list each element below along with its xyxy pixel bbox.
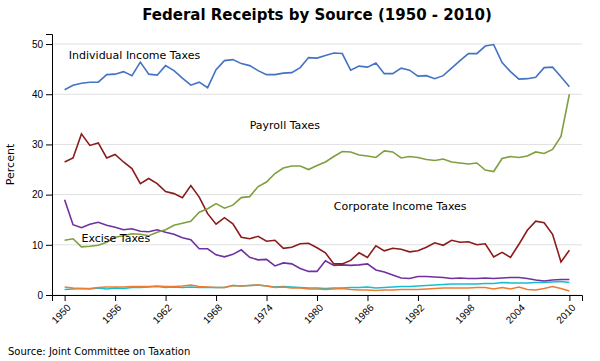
x-tick: 1986 (352, 295, 376, 326)
x-tick-label: 1986 (352, 302, 376, 326)
x-tick: 1974 (251, 295, 275, 326)
y-tick-label: 10 (32, 240, 44, 251)
x-tick: 1998 (453, 295, 477, 326)
y-tick: 30 (32, 139, 52, 150)
x-tick-label: 1974 (251, 302, 275, 326)
y-tick-mark (46, 245, 52, 246)
annotation: Individual Income Taxes (69, 49, 201, 62)
y-tick-mark (46, 295, 52, 296)
x-tick-mark (317, 295, 318, 301)
annotation: Excise Taxes (81, 232, 150, 245)
y-tick-label: 30 (32, 139, 44, 150)
grid-line (52, 94, 582, 95)
series-line (65, 94, 570, 247)
x-tick: 1968 (201, 295, 225, 326)
grid-line (52, 194, 582, 195)
x-tick-label: 1950 (49, 302, 73, 326)
y-tick-mark (46, 44, 52, 45)
y-tick: 10 (32, 240, 52, 251)
x-tick-mark (267, 295, 268, 301)
grid (52, 44, 582, 295)
series-line (65, 134, 570, 264)
plot: 1950195619621968197419801986199219982004… (32, 35, 583, 326)
y-axis-title: Percent (4, 143, 17, 185)
x-tick-mark (418, 295, 419, 301)
x-tick-mark (519, 295, 520, 301)
x-tick-label: 2004 (504, 302, 528, 326)
y-tick: 50 (32, 39, 52, 50)
lines (65, 45, 570, 291)
x-tick: 1962 (150, 295, 174, 326)
series-line (65, 45, 570, 90)
x-tick: 2004 (504, 295, 528, 326)
y-tick-mark (46, 195, 52, 196)
series-line (65, 200, 570, 281)
chart: 1950195619621968197419801986199219982004… (0, 0, 600, 361)
y-tick: 20 (32, 189, 52, 200)
y-axis: 0 10 20 30 40 50 (32, 35, 53, 301)
grid-line (52, 44, 582, 45)
x-tick-mark (569, 295, 570, 301)
x-axis: 1950 1956 1962 1968 1974 1980 1986 1992 1998 2004… (49, 295, 582, 326)
x-tick-mark (468, 295, 469, 301)
x-tick-label: 2010 (554, 302, 578, 326)
title: Federal Receipts by Source (1950 - 2010) (142, 6, 492, 24)
x-tick-mark (166, 295, 167, 301)
annotation: Payroll Taxes (250, 119, 321, 132)
x-tick-label: 1980 (302, 302, 326, 326)
x-axis-line (53, 296, 583, 302)
x-tick-label: 1992 (403, 302, 427, 326)
y-tick-mark (46, 144, 52, 145)
y-tick-label: 50 (32, 39, 44, 50)
source-note: Source: Joint Committee on Taxation (8, 346, 190, 357)
y-axis-line (46, 35, 53, 296)
x-tick-mark (115, 295, 116, 301)
y-tick-label: 0 (37, 290, 43, 301)
y-tick-label: 40 (32, 89, 44, 100)
y-tick: 40 (32, 89, 52, 100)
x-tick: 1980 (302, 295, 326, 326)
x-tick-mark (367, 295, 368, 301)
x-tick: 1956 (100, 295, 124, 326)
x-tick-label: 1956 (100, 302, 124, 326)
x-tick-mark (216, 295, 217, 301)
y-tick: 0 (37, 290, 52, 301)
series-line (65, 285, 570, 291)
x-tick: 2010 (554, 295, 578, 326)
x-tick: 1992 (403, 295, 427, 326)
x-tick-label: 1968 (201, 302, 225, 326)
x-tick-mark (65, 295, 66, 301)
x-tick-label: 1962 (150, 302, 174, 326)
annotation: Corporate Income Taxes (334, 200, 467, 213)
annotations: Individual Income Taxes Payroll Taxes Corp… (69, 49, 467, 245)
grid-line (52, 144, 582, 145)
x-tick-label: 1998 (453, 302, 477, 326)
y-tick-label: 20 (32, 189, 44, 200)
x-tick: 1950 (49, 295, 73, 326)
y-tick-mark (46, 94, 52, 95)
